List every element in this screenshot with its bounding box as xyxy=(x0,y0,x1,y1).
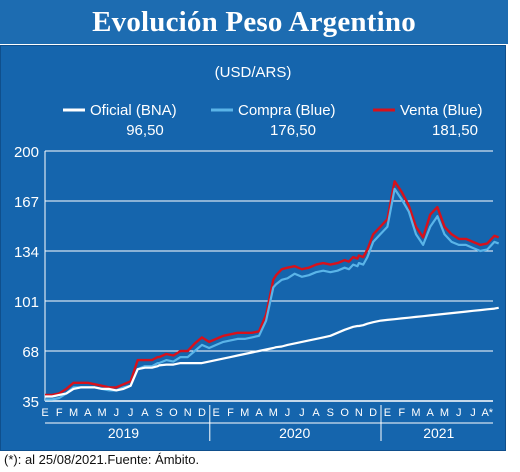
y-tick-label: 200 xyxy=(14,144,39,161)
y-tick-label: 35 xyxy=(22,394,39,411)
x-tick-label: A xyxy=(141,407,149,419)
title-bar: Evolución Peso Argentino xyxy=(0,0,508,44)
x-tick-label: S xyxy=(155,407,162,419)
grid-lines xyxy=(45,150,493,402)
x-tick-label: E xyxy=(384,407,391,419)
x-tick-label: D xyxy=(198,407,206,419)
year-label: 2020 xyxy=(279,425,310,441)
y-axis: 200 167 134 101 68 35 xyxy=(14,144,46,411)
footnote: (*): al 25/08/2021.Fuente: Ámbito. xyxy=(4,452,200,467)
x-tick-label: J xyxy=(114,407,120,419)
line-chart: (USD/ARS) Oficial (BNA) 96,50 Compra (Blue… xyxy=(14,64,500,441)
x-tick-label: A xyxy=(255,407,263,419)
x-tick-label: A xyxy=(312,407,320,419)
legend-value: 176,50 xyxy=(270,122,316,139)
series-line-2 xyxy=(45,180,500,397)
y-tick-label: 101 xyxy=(14,294,39,311)
x-tick-label: A xyxy=(427,407,435,419)
x-tick-label: E xyxy=(213,407,220,419)
legend-label: Venta (Blue) xyxy=(400,102,483,119)
series-line-1 xyxy=(45,187,500,401)
x-tick-label: F xyxy=(227,407,234,419)
chart-title: Evolución Peso Argentino xyxy=(92,5,416,38)
x-tick-label: A* xyxy=(481,407,493,419)
x-tick-label: M xyxy=(240,407,249,419)
x-tick-label: N xyxy=(184,407,192,419)
x-tick-label: M xyxy=(440,407,449,419)
x-tick-label: J xyxy=(470,407,476,419)
plot-area xyxy=(45,180,500,401)
year-label: 2021 xyxy=(423,425,454,441)
x-tick-label: O xyxy=(169,407,178,419)
y-tick-label: 167 xyxy=(14,194,39,211)
x-tick-label: A xyxy=(84,407,92,419)
x-tick-label: F xyxy=(398,407,405,419)
x-tick-label: S xyxy=(327,407,334,419)
x-tick-label: O xyxy=(340,407,349,419)
x-tick-label: E xyxy=(41,407,48,419)
x-tick-label: M xyxy=(69,407,78,419)
y-tick-label: 134 xyxy=(14,244,39,261)
y-tick-label: 68 xyxy=(22,344,39,361)
legend-label: Compra (Blue) xyxy=(238,102,336,119)
chart-panel: (USD/ARS) Oficial (BNA) 96,50 Compra (Blue… xyxy=(0,45,506,451)
x-tick-label: M xyxy=(97,407,106,419)
x-tick-label: J xyxy=(285,407,291,419)
x-axis: E F M A M J J A S O N D E F M A M J J A S O N D E F M A M J J A*2019 202… xyxy=(41,405,494,441)
x-tick-label: M xyxy=(411,407,420,419)
x-tick-label: F xyxy=(56,407,63,419)
legend: Oficial (BNA) 96,50 Compra (Blue) 176,50 Ven… xyxy=(63,102,483,139)
year-label: 2019 xyxy=(108,425,139,441)
x-tick-label: N xyxy=(355,407,363,419)
chart-subtitle: (USD/ARS) xyxy=(215,64,292,81)
series-line-0 xyxy=(45,306,499,398)
x-tick-label: M xyxy=(269,407,278,419)
x-tick-label: D xyxy=(369,407,377,419)
x-tick-label: J xyxy=(128,407,134,419)
legend-value: 181,50 xyxy=(432,122,478,139)
x-tick-label: J xyxy=(456,407,462,419)
x-tick-label: J xyxy=(299,407,305,419)
legend-value: 96,50 xyxy=(126,122,164,139)
legend-label: Oficial (BNA) xyxy=(90,102,177,119)
